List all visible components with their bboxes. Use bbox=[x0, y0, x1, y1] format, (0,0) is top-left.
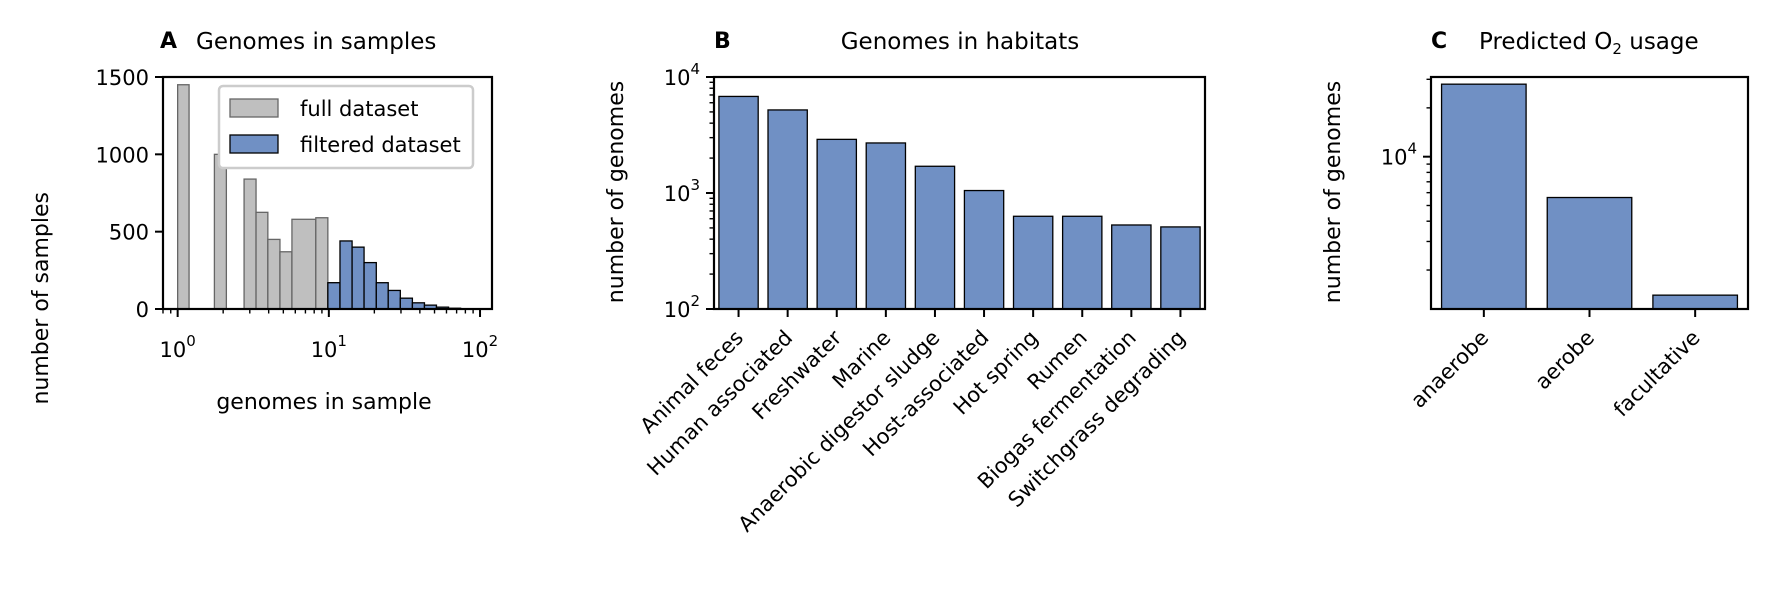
panel-a-ytick-label-3: 1500 bbox=[96, 66, 149, 90]
habitat-bar-3 bbox=[865, 142, 907, 310]
habitat-bar-7 bbox=[1061, 215, 1103, 310]
legend-full-swatch bbox=[229, 98, 279, 118]
panel-b-title: Genomes in habitats bbox=[841, 29, 1080, 55]
panel-a-xtick-label-0-exponent: 0 bbox=[186, 332, 196, 350]
panel-b-ytick-label-1-exponent: 3 bbox=[690, 176, 700, 194]
filtered-bar-4 bbox=[375, 282, 389, 310]
panel-b-ytick-label-2-exponent: 4 bbox=[690, 60, 700, 78]
panel-c-ytick-label-0: 104 bbox=[1381, 140, 1417, 170]
panel-c-title-sub: 2 bbox=[1612, 40, 1622, 58]
panel-a-xtick-label-1-base: 10 bbox=[311, 338, 338, 362]
legend-filtered-swatch bbox=[229, 134, 279, 154]
panel-a-letter: A bbox=[160, 29, 177, 54]
panel-a-xlabel: genomes in sample bbox=[216, 390, 431, 415]
filtered-bar-5 bbox=[387, 289, 401, 310]
filtered-bar-6 bbox=[399, 297, 414, 310]
panel-c-title-main: Predicted O bbox=[1479, 29, 1612, 55]
panel-a-legend: full dataset filtered dataset bbox=[217, 84, 475, 170]
panel-a-title: Genomes in samples bbox=[196, 29, 436, 55]
filtered-bar-2 bbox=[351, 246, 365, 310]
panel-a-xtick-label-1-exponent: 1 bbox=[337, 332, 347, 350]
panel-c-plot: anaerobe aerobe facultative 104 bbox=[1381, 75, 1750, 422]
panel-a-frame bbox=[161, 75, 494, 311]
panel-b-ytick-label-0-exponent: 2 bbox=[690, 292, 700, 310]
o2-bar-1 bbox=[1546, 196, 1633, 310]
panel-a: A Genomes in samples number of samples g… bbox=[29, 29, 498, 415]
panel-c-xtick-label-2: facultative bbox=[1609, 326, 1705, 422]
panel-b-ytick-label-0-base: 10 bbox=[664, 298, 691, 322]
habitat-bar-6 bbox=[1012, 215, 1054, 310]
panel-b-ytick-label-2: 104 bbox=[664, 60, 700, 90]
panel-b: B Genomes in habitats number of genomes … bbox=[604, 29, 1207, 536]
full-bar-1 bbox=[213, 153, 228, 310]
full-bar-7 bbox=[315, 217, 329, 310]
o2-bar-0 bbox=[1440, 83, 1527, 310]
full-bar-2 bbox=[243, 178, 257, 310]
legend-full-label: full dataset bbox=[300, 97, 418, 121]
panel-b-ytick-label-0: 102 bbox=[664, 292, 700, 322]
panel-b-letter: B bbox=[714, 29, 731, 54]
habitat-bar-2 bbox=[816, 138, 858, 310]
panel-c-ytick-label-0-base: 10 bbox=[1381, 146, 1408, 170]
panel-c-ylabel: number of genomes bbox=[1321, 81, 1346, 303]
panel-c: C Predicted O2 usage number of genomes a… bbox=[1321, 29, 1750, 422]
panel-a-ytick-label-2: 1000 bbox=[96, 143, 149, 167]
panel-b-ytick-label-1-base: 10 bbox=[664, 182, 691, 206]
filtered-bar-0 bbox=[327, 282, 341, 310]
full-bar-6 bbox=[291, 218, 317, 310]
filtered-bar-3 bbox=[363, 261, 377, 310]
panel-a-xtick-label-2-base: 10 bbox=[462, 338, 489, 362]
panel-a-xtick-label-1: 101 bbox=[311, 332, 347, 362]
panel-a-ylabel: number of samples bbox=[29, 192, 54, 405]
full-bar-0 bbox=[177, 84, 190, 310]
panel-c-xtick-label-1: aerobe bbox=[1530, 326, 1599, 395]
habitat-bar-4 bbox=[914, 165, 956, 310]
panel-a-ytick-label-0: 0 bbox=[136, 298, 149, 322]
panel-c-letter: C bbox=[1431, 29, 1447, 54]
panel-a-xtick-label-2-exponent: 2 bbox=[489, 332, 499, 350]
legend-frame bbox=[217, 84, 475, 170]
filtered-bar-1 bbox=[339, 240, 353, 310]
panel-c-title: Predicted O2 usage bbox=[1479, 29, 1699, 58]
full-bar-4 bbox=[267, 238, 281, 310]
panel-a-xtick-label-0: 100 bbox=[160, 332, 196, 362]
habitat-bar-5 bbox=[963, 189, 1005, 310]
legend-filtered-label: filtered dataset bbox=[300, 133, 461, 157]
full-bar-3 bbox=[255, 211, 269, 310]
o2-bar-2 bbox=[1652, 294, 1739, 310]
panel-b-ylabel: number of genomes bbox=[604, 81, 629, 303]
habitat-bar-9 bbox=[1160, 226, 1201, 310]
habitat-bar-0 bbox=[718, 95, 759, 310]
panel-b-ytick-label-2-base: 10 bbox=[664, 66, 691, 90]
habitat-bar-1 bbox=[767, 109, 808, 310]
panel-a-ytick-label-1: 500 bbox=[109, 221, 149, 245]
panel-a-xtick-label-0-base: 10 bbox=[160, 338, 187, 362]
panel-a-xtick-label-2: 102 bbox=[462, 332, 498, 362]
panel-c-xtick-label-0: anaerobe bbox=[1406, 326, 1493, 413]
panel-b-ytick-label-1: 103 bbox=[664, 176, 700, 206]
habitat-bar-8 bbox=[1111, 224, 1152, 310]
panel-c-ytick-label-0-exponent: 4 bbox=[1407, 140, 1417, 158]
panel-c-title-tail: usage bbox=[1622, 29, 1699, 55]
full-bar-5 bbox=[279, 251, 293, 310]
